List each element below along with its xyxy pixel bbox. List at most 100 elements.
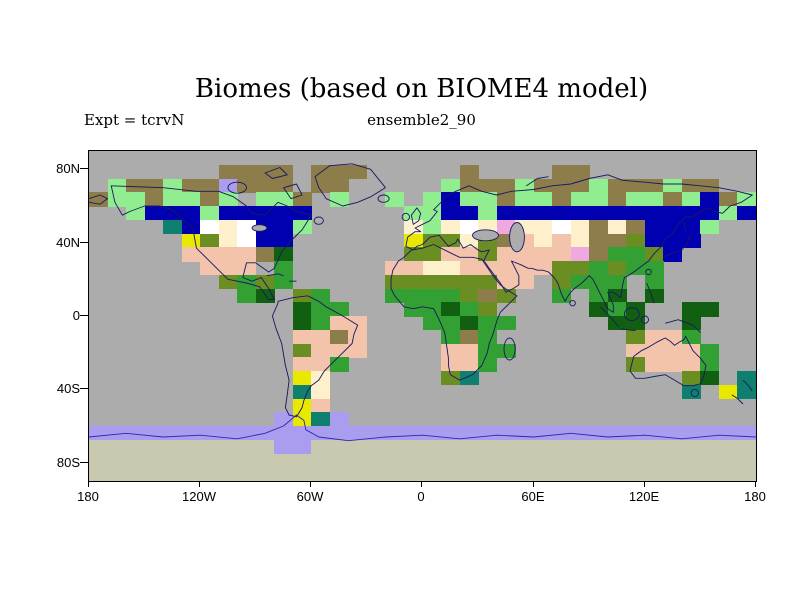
biome-cell: [348, 467, 368, 481]
page-title: Biomes (based on BIOME4 model): [194, 74, 649, 104]
biome-cell: [237, 288, 257, 303]
biome-cell: [607, 439, 627, 454]
coastline-borneo: [623, 307, 640, 322]
biome-cell: [570, 206, 590, 221]
biome-cell: [218, 164, 238, 179]
biome-cell: [218, 233, 238, 248]
biome-cell: [274, 453, 294, 468]
coastline-eurasia: [405, 174, 753, 313]
biome-cell: [718, 467, 738, 481]
biome-cell: [441, 439, 461, 454]
y-axis-tick: [80, 168, 88, 169]
biome-cell: [163, 467, 183, 481]
biome-cell: [570, 467, 590, 481]
biome-cell: [292, 426, 312, 441]
y-axis-tick: [80, 462, 88, 463]
biome-cell: [292, 453, 312, 468]
biome-cell: [644, 274, 664, 289]
biome-cell: [403, 247, 423, 262]
biome-cell: [459, 192, 479, 207]
caspian-sea: [509, 222, 525, 253]
biome-cell: [552, 233, 572, 248]
biome-cell: [681, 439, 701, 454]
biome-cell: [311, 316, 331, 331]
biome-cell: [255, 439, 275, 454]
biome-cell: [348, 343, 368, 358]
biome-cell: [144, 178, 164, 193]
biome-cell: [237, 178, 257, 193]
y-axis-tick: [80, 388, 88, 389]
biome-cell: [663, 439, 683, 454]
biome-cell: [181, 426, 201, 441]
biome-cell: [570, 178, 590, 193]
biome-cell: [255, 164, 275, 179]
biome-cell: [329, 343, 349, 358]
biome-cell: [626, 329, 646, 344]
biome-cell: [626, 302, 646, 317]
coastline-africa: [390, 244, 518, 381]
biome-cell: [255, 233, 275, 248]
biome-cell: [126, 192, 146, 207]
biome-cell: [403, 233, 423, 248]
y-axis-tick: [80, 242, 88, 243]
biome-cell: [366, 426, 386, 441]
biome-cell: [496, 467, 516, 481]
biome-cell: [163, 206, 183, 221]
biome-cell: [478, 467, 498, 481]
coastline-sri-lanka: [569, 299, 576, 307]
biome-cell: [311, 439, 331, 454]
biome-cell: [441, 453, 461, 468]
biome-cell: [255, 453, 275, 468]
biome-cell: [663, 467, 683, 481]
biome-cell: [329, 453, 349, 468]
x-axis-label: 60W: [296, 489, 324, 504]
biome-cell: [89, 453, 109, 468]
biome-cell: [663, 192, 683, 207]
biome-cell: [626, 247, 646, 262]
biome-cell: [144, 192, 164, 207]
biome-cell: [126, 178, 146, 193]
biome-cell: [311, 453, 331, 468]
biome-cell: [607, 274, 627, 289]
biome-cell: [478, 316, 498, 331]
coastline-madagascar: [503, 337, 516, 361]
biome-cell: [441, 357, 461, 372]
biome-cell: [589, 261, 609, 276]
biome-cell: [89, 439, 109, 454]
biome-cell: [441, 274, 461, 289]
biome-cell: [681, 192, 701, 207]
biome-cell: [441, 233, 461, 248]
biome-cell: [478, 453, 498, 468]
biome-cell: [607, 247, 627, 262]
biome-cell: [663, 426, 683, 441]
biome-cell: [644, 261, 664, 276]
biome-cell: [663, 357, 683, 372]
biome-cell: [126, 453, 146, 468]
biome-cell: [218, 453, 238, 468]
biome-cell: [274, 206, 294, 221]
biome-cell: [366, 439, 386, 454]
biome-cell: [663, 219, 683, 234]
biome-cell: [644, 247, 664, 262]
biome-cell: [700, 453, 720, 468]
biome-cell: [107, 426, 127, 441]
biome-cell: [274, 261, 294, 276]
biome-cell: [218, 206, 238, 221]
biome-cell: [515, 206, 535, 221]
biome-cell: [478, 439, 498, 454]
biome-cell: [459, 371, 479, 386]
biome-cell: [459, 288, 479, 303]
biome-cell: [459, 357, 479, 372]
biome-cell: [459, 316, 479, 331]
biome-cell: [422, 247, 442, 262]
biome-cell: [589, 453, 609, 468]
biome-cell: [329, 467, 349, 481]
biome-cell: [700, 192, 720, 207]
biome-cell: [681, 302, 701, 317]
biome-cell: [348, 164, 368, 179]
biome-cell: [218, 274, 238, 289]
biome-cell: [403, 288, 423, 303]
biome-cell: [515, 453, 535, 468]
biome-cell: [459, 261, 479, 276]
y-axis-label: 40S: [56, 381, 80, 396]
